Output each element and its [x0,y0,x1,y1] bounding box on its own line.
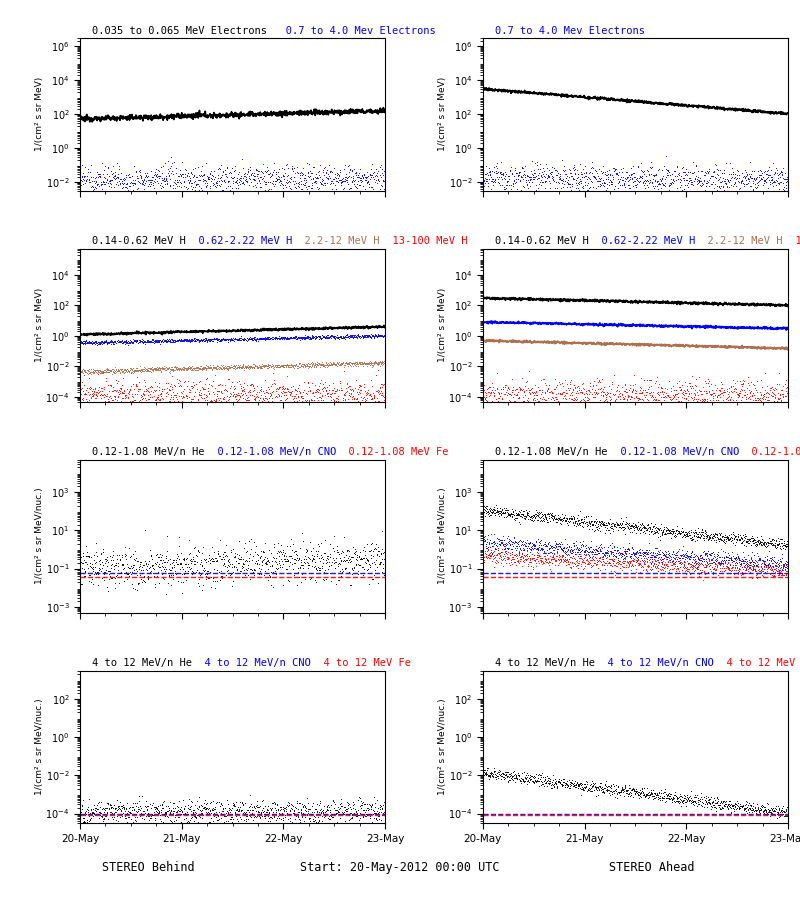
Y-axis label: 1/(cm² s sr MeV/nuc.): 1/(cm² s sr MeV/nuc.) [35,698,44,796]
Text: STEREO Behind: STEREO Behind [102,861,194,874]
Y-axis label: 1/(cm² s sr MeV/nuc.): 1/(cm² s sr MeV/nuc.) [438,698,447,796]
Text: 4 to 12 MeV/n CNO: 4 to 12 MeV/n CNO [595,658,714,669]
Text: 0.62-2.22 MeV H: 0.62-2.22 MeV H [186,237,292,247]
Text: 4 to 12 MeV Fe: 4 to 12 MeV Fe [714,658,800,669]
Text: 0.7 to 4.0 Mev Electrons: 0.7 to 4.0 Mev Electrons [495,25,645,35]
Y-axis label: 1/(cm² s sr MeV/nuc.): 1/(cm² s sr MeV/nuc.) [438,488,447,584]
Y-axis label: 1/(cm² s sr MeV): 1/(cm² s sr MeV) [35,77,45,151]
Text: 4 to 12 MeV/n CNO: 4 to 12 MeV/n CNO [192,658,311,669]
Y-axis label: 1/(cm² s sr MeV): 1/(cm² s sr MeV) [438,77,447,151]
Y-axis label: 1/(cm² s sr MeV): 1/(cm² s sr MeV) [438,288,447,363]
Y-axis label: 1/(cm² s sr MeV): 1/(cm² s sr MeV) [35,288,44,363]
Text: 4 to 12 MeV/n He: 4 to 12 MeV/n He [92,658,192,669]
Text: 0.12-1.08 MeV/n CNO: 0.12-1.08 MeV/n CNO [205,447,336,457]
Text: 0.035 to 0.065 MeV Electrons: 0.035 to 0.065 MeV Electrons [92,25,267,35]
Text: STEREO Ahead: STEREO Ahead [610,861,694,874]
Text: 0.14-0.62 MeV H: 0.14-0.62 MeV H [92,237,186,247]
Text: 2.2-12 MeV H: 2.2-12 MeV H [695,237,782,247]
Text: 0.12-1.08 MeV Fe: 0.12-1.08 MeV Fe [336,447,449,457]
Text: 0.7 to 4.0 Mev Electrons: 0.7 to 4.0 Mev Electrons [267,25,436,35]
Y-axis label: 1/(cm² s sr MeV/nuc.): 1/(cm² s sr MeV/nuc.) [35,488,44,584]
Text: 0.12-1.08 MeV/n CNO: 0.12-1.08 MeV/n CNO [607,447,738,457]
Text: 0.12-1.08 MeV/n He: 0.12-1.08 MeV/n He [495,447,607,457]
Text: 0.62-2.22 MeV H: 0.62-2.22 MeV H [589,237,695,247]
Text: 4 to 12 MeV/n He: 4 to 12 MeV/n He [495,658,595,669]
Text: 0.12-1.08 MeV Fe: 0.12-1.08 MeV Fe [738,447,800,457]
Text: Start: 20-May-2012 00:00 UTC: Start: 20-May-2012 00:00 UTC [300,861,500,874]
Text: 13-100 MeV H: 13-100 MeV H [782,237,800,247]
Text: 0.14-0.62 MeV H: 0.14-0.62 MeV H [495,237,589,247]
Text: 2.2-12 MeV H: 2.2-12 MeV H [292,237,380,247]
Text: 0.12-1.08 MeV/n He: 0.12-1.08 MeV/n He [92,447,205,457]
Text: 4 to 12 MeV Fe: 4 to 12 MeV Fe [311,658,411,669]
Text: 13-100 MeV H: 13-100 MeV H [380,237,467,247]
